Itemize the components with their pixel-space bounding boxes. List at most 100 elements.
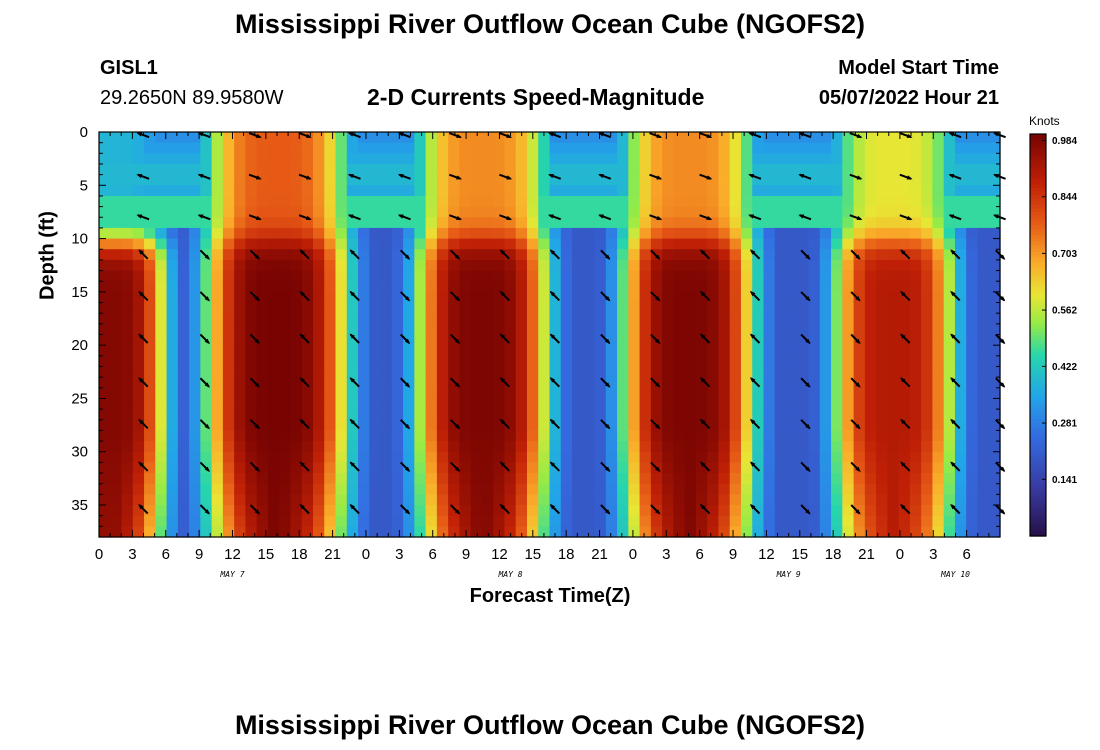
heatmap-cell [695,419,708,432]
heatmap-cell [448,355,460,368]
heatmap-cell [695,238,708,250]
colorbar-swatch [1030,257,1046,262]
heatmap-cell [391,398,404,410]
heatmap-cell [515,451,528,463]
heatmap-cell [842,185,855,197]
heatmap-cell [763,227,776,240]
heatmap-cell [414,494,427,506]
heatmap-cell [301,409,314,421]
heatmap-cell [718,430,731,442]
heatmap-cell [380,387,393,400]
heatmap-cell [718,451,731,463]
heatmap-cell [594,323,607,336]
colorbar-swatch [1030,371,1046,376]
heatmap-cell [459,281,472,293]
heatmap-cell [369,419,382,432]
heatmap-cell [403,419,415,432]
heatmap-cell [977,441,990,453]
current-arrow [598,173,612,180]
heatmap-cell [436,387,449,400]
current-arrow [600,291,611,302]
heatmap-cell [786,153,798,165]
heatmap-cell [628,462,641,474]
current-arrow [399,249,411,260]
heatmap-cell [932,238,945,250]
heatmap-cell [977,526,990,538]
heatmap-cell [515,270,528,282]
heatmap-cell [324,291,337,304]
heatmap-cell [977,451,990,463]
heatmap-cell [290,132,303,144]
heatmap-cell [842,217,855,229]
heatmap-cell [144,515,156,527]
heatmap-cell [639,398,652,410]
heatmap-cell [99,313,111,325]
heatmap-cell [346,366,359,378]
heatmap-cell [560,419,573,432]
heatmap-cell [526,281,539,293]
heatmap-cell [121,526,134,538]
heatmap-cell [526,259,539,272]
heatmap-cell [448,206,460,218]
heatmap-cell [808,515,821,527]
heatmap-cell [448,238,460,250]
heatmap-cell [628,366,641,378]
heatmap-cell [459,355,472,368]
heatmap-cell [921,515,934,527]
heatmap-cell [312,355,325,368]
heatmap-cell [358,334,370,346]
heatmap-cell [132,355,145,368]
heatmap-cell [414,132,427,144]
heatmap-cell [943,323,956,336]
heatmap-cell [921,227,934,240]
heatmap-cell [583,249,596,261]
heatmap-cell [290,355,303,368]
heatmap-cell [842,483,855,495]
colorbar-swatch [1030,502,1046,507]
heatmap-cell [560,206,573,218]
heatmap-cell [932,377,945,389]
heatmap-cell [504,366,517,378]
heatmap-cell [290,473,303,485]
heatmap-cell [526,505,539,517]
heatmap-cell [583,345,596,357]
heatmap-cell [110,377,123,389]
heatmap-cell [234,238,247,250]
heatmap-cell [853,313,866,325]
heatmap-cell [752,249,765,261]
heatmap-cell [650,366,663,378]
heatmap-cell [481,195,494,208]
heatmap-cell [481,259,494,272]
heatmap-cell [977,398,990,410]
heatmap-cell [707,238,720,250]
heatmap-cell [628,227,641,240]
heatmap-cell [864,483,877,495]
current-arrow [699,333,711,344]
heatmap-cell [921,441,934,453]
heatmap-cell [943,259,956,272]
heatmap-cell [876,441,888,453]
heatmap-cell [572,441,584,453]
heatmap-cell [391,302,404,314]
heatmap-cell [346,451,359,463]
heatmap-cell [335,291,348,304]
heatmap-cell [650,259,663,272]
heatmap-cell [650,206,663,218]
heatmap-cell [740,259,753,272]
heatmap-cell [909,249,922,261]
heatmap-cell [177,473,190,485]
heatmap-cell [448,270,460,282]
heatmap-cell [831,334,843,346]
heatmap-cell [391,281,404,293]
heatmap-cell [628,206,641,218]
heatmap-cell [560,313,573,325]
current-arrow [199,249,210,260]
heatmap-cell [988,142,1001,154]
heatmap-cell [898,334,911,346]
heatmap-cell [662,462,674,474]
heatmap-cell [267,494,280,506]
colorbar-swatch [1030,361,1046,366]
heatmap-cell [403,462,415,474]
current-arrow [748,214,762,221]
heatmap-cell [515,409,528,421]
